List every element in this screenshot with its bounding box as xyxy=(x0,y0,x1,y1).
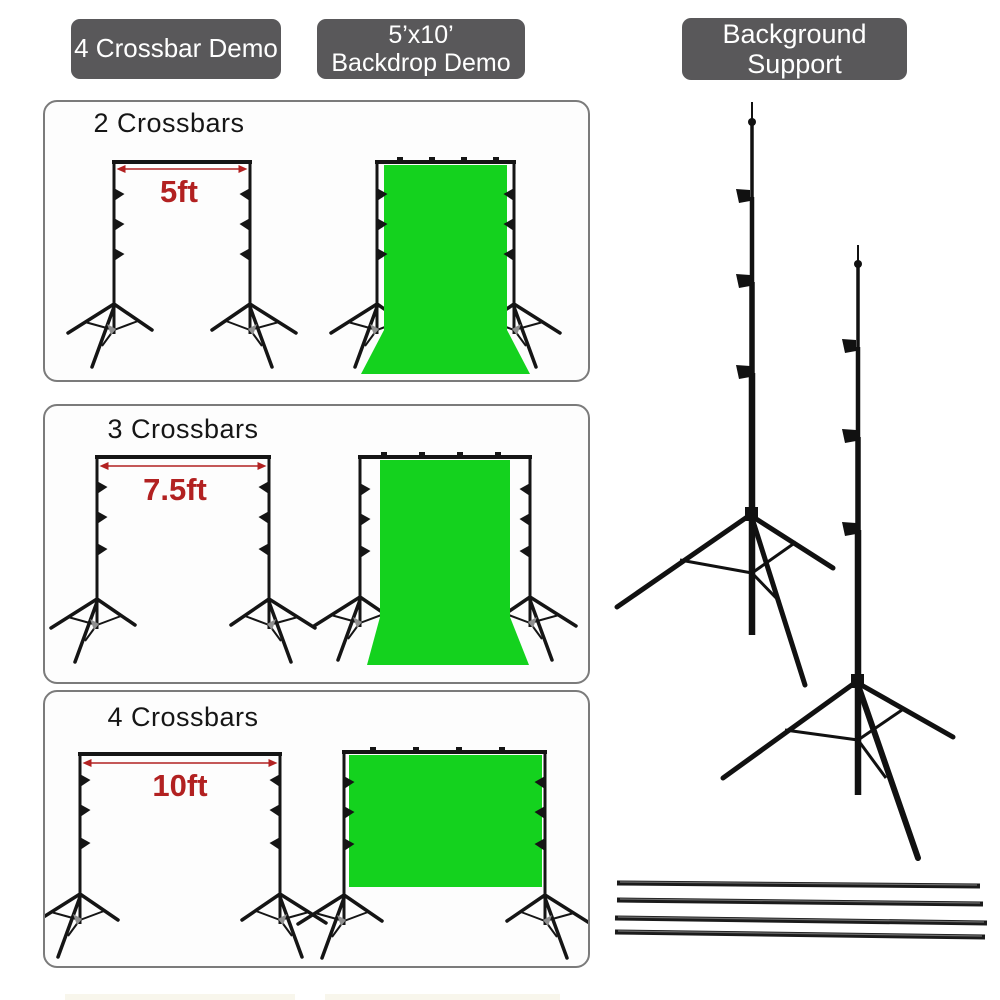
green-backdrop-graphic xyxy=(361,165,530,374)
light-stand-tall xyxy=(614,102,836,688)
panel-title: 4 Crossbars xyxy=(107,702,259,732)
background-support-label: Background Support xyxy=(682,18,907,80)
panel-2-crossbars: 2 Crossbars 5ft xyxy=(43,100,590,382)
crossbar-demo-label: 4 Crossbar Demo xyxy=(71,19,281,79)
crossbar-demo-label-text: 4 Crossbar Demo xyxy=(74,33,278,64)
green-backdrop-graphic xyxy=(349,755,542,887)
backdrop-demo-label-line2: Backdrop Demo xyxy=(331,49,511,77)
crossbar-tube xyxy=(616,897,984,907)
backdrop-demo-label: 5’x10’ Backdrop Demo xyxy=(317,19,525,79)
green-backdrop-graphic xyxy=(367,460,529,665)
panel-4-crossbars-diagram xyxy=(45,747,588,960)
background-support-label-line2: Support xyxy=(747,49,842,79)
crossbar-tube xyxy=(616,880,981,889)
cutoff-label-strip xyxy=(65,994,295,1000)
width-dimension-label: 10ft xyxy=(152,768,208,803)
cutoff-label-strip xyxy=(325,994,560,1000)
width-dimension-label: 7.5ft xyxy=(143,472,207,507)
width-dimension-label: 5ft xyxy=(160,174,198,209)
panel-title: 2 Crossbars xyxy=(93,108,245,138)
backdrop-demo-label-line1: 5’x10’ xyxy=(388,21,454,49)
light-stands-graphic xyxy=(614,102,956,861)
crossbar-tubes-graphic xyxy=(614,880,988,940)
panel-2-crossbars-diagram xyxy=(66,157,562,374)
panel-3-crossbars-diagram xyxy=(49,452,578,665)
crossbar-tube xyxy=(614,929,986,940)
light-stand-short xyxy=(720,245,956,861)
panel-title: 3 Crossbars xyxy=(107,414,259,444)
panel-3-crossbars: 3 Crossbars 7.5ft xyxy=(43,404,590,684)
background-support-label-line1: Background xyxy=(722,18,867,49)
panel-4-crossbars: 4 Crossbars 10ft xyxy=(43,690,590,968)
crossbar-tube xyxy=(614,915,988,926)
